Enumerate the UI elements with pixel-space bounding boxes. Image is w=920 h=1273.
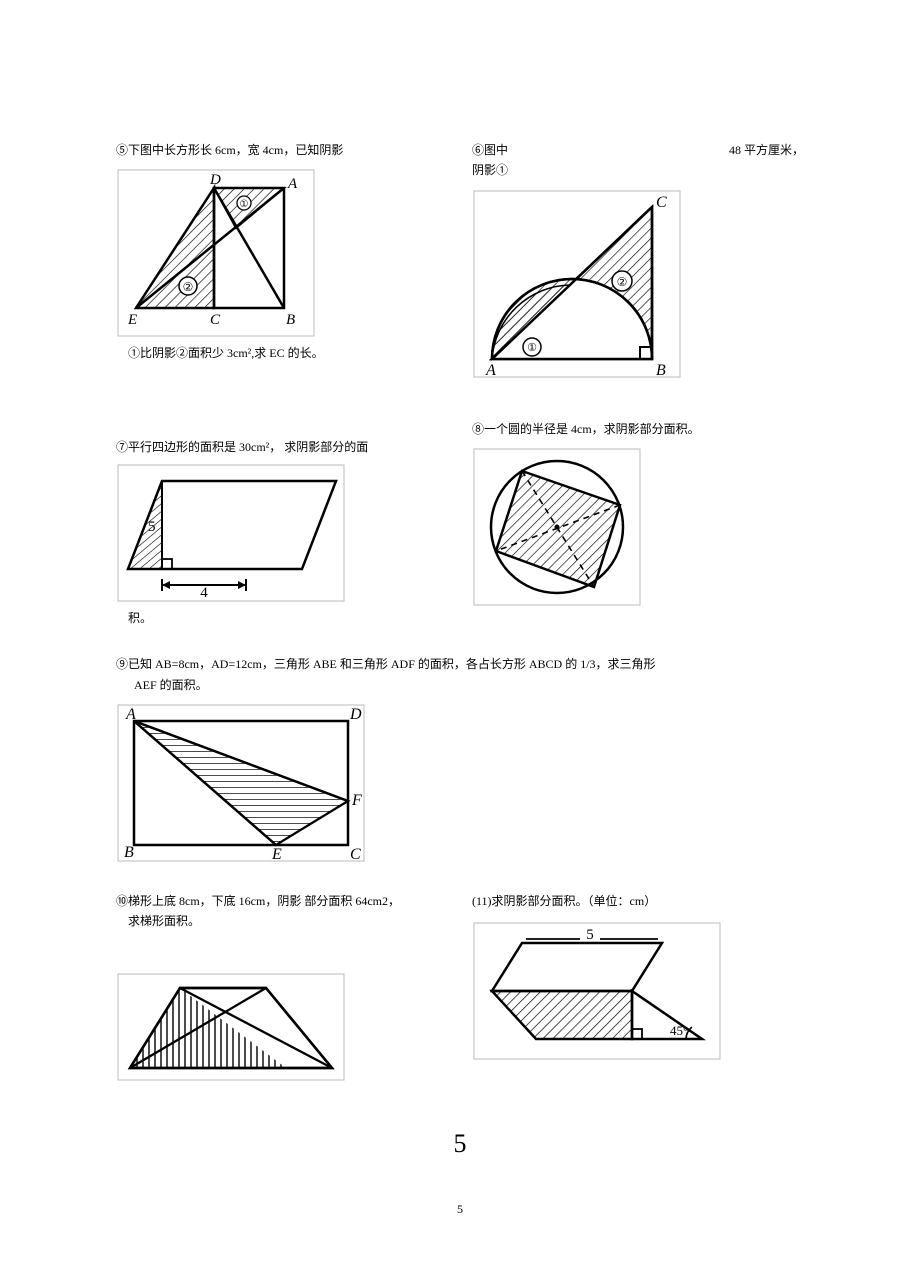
q6-figure: A B C ① ② xyxy=(472,189,804,379)
q7-dim-w: 4 xyxy=(200,585,208,601)
q9-figure: A D B C E F xyxy=(116,703,804,863)
q5-text: ⑤下图中长方形长 6cm，宽 4cm，已知阴影 xyxy=(116,140,448,160)
row-q5-q6: ⑤下图中长方形长 6cm，宽 4cm，已知阴影 xyxy=(116,140,804,379)
q6-label-B: B xyxy=(656,362,666,379)
q6-text-b: 48 平方厘米， xyxy=(729,140,804,181)
q6-circ1: ① xyxy=(527,342,537,354)
row-q9: ⑨已知 AB=8cm，AD=12cm，三角形 ABE 和三角形 ADF 的面积，… xyxy=(116,654,804,863)
q6-label-C: C xyxy=(656,194,667,211)
label-B: B xyxy=(286,312,295,328)
q9-B: B xyxy=(124,844,134,861)
page-number-small: 5 xyxy=(457,1202,463,1217)
q11-dim: 5 xyxy=(586,927,594,943)
label-A: A xyxy=(287,176,298,192)
label-circ2: ② xyxy=(183,280,194,294)
q5-caption: ①比阴影②面积少 3cm²,求 EC 的长。 xyxy=(116,344,448,361)
q7-text: ⑦平行四边形的面积是 30cm²， 求阴影部分的面 xyxy=(116,437,448,457)
q8-text: ⑧一个圆的半径是 4cm，求阴影部分面积。 xyxy=(472,419,804,439)
q7-figure: 4 5 xyxy=(116,463,448,603)
q9-F: F xyxy=(351,792,362,809)
q6-text-c: 阴影① xyxy=(472,160,508,180)
label-D: D xyxy=(209,172,221,188)
q8: ⑧一个圆的半径是 4cm，求阴影部分面积。 xyxy=(472,419,804,607)
q5-figure: D A E C B ② ① xyxy=(116,168,448,338)
q10-text-a: ⑩梯形上底 8cm，下底 16cm，阴影 部分面积 64cm2， xyxy=(116,891,448,911)
q6: ⑥图中 阴影① 48 平方厘米， xyxy=(472,140,804,379)
q9-D: D xyxy=(349,706,362,723)
q11: (11)求阴影部分面积。（单位：cm） xyxy=(472,891,804,1061)
q10-text-b: 求梯形面积。 xyxy=(116,911,448,931)
q9-text-b: AEF 的面积。 xyxy=(116,675,804,695)
q9-E: E xyxy=(271,846,282,863)
row-q10-q11: ⑩梯形上底 8cm，下底 16cm，阴影 部分面积 64cm2， 求梯形面积。 xyxy=(116,891,804,1082)
q8-figure xyxy=(472,447,804,607)
row-q7-q8: ⑦平行四边形的面积是 30cm²， 求阴影部分的面 xyxy=(116,419,804,626)
q9-A: A xyxy=(125,706,136,723)
q7-dim-h: 5 xyxy=(148,519,156,535)
q7: ⑦平行四边形的面积是 30cm²， 求阴影部分的面 xyxy=(116,419,448,626)
q11-figure: 45° 5 xyxy=(472,921,804,1061)
label-E: E xyxy=(127,312,137,328)
q7-caption: 积。 xyxy=(116,609,448,626)
q10: ⑩梯形上底 8cm，下底 16cm，阴影 部分面积 64cm2， 求梯形面积。 xyxy=(116,891,448,1082)
q6-circ2: ② xyxy=(617,275,628,289)
q11-ang: 45° xyxy=(670,1023,688,1038)
q9-text-a: ⑨已知 AB=8cm，AD=12cm，三角形 ABE 和三角形 ADF 的面积，… xyxy=(116,654,804,674)
page-number-big: 5 xyxy=(454,1129,467,1159)
q10-figure xyxy=(116,972,448,1082)
q5: ⑤下图中长方形长 6cm，宽 4cm，已知阴影 xyxy=(116,140,448,361)
q6-label-A: A xyxy=(485,362,496,379)
q11-text: (11)求阴影部分面积。（单位：cm） xyxy=(472,891,804,911)
q9-C: C xyxy=(350,846,361,863)
q6-text-a: ⑥图中 xyxy=(472,140,508,160)
label-C: C xyxy=(210,312,221,328)
svg-text:①: ① xyxy=(240,199,249,210)
